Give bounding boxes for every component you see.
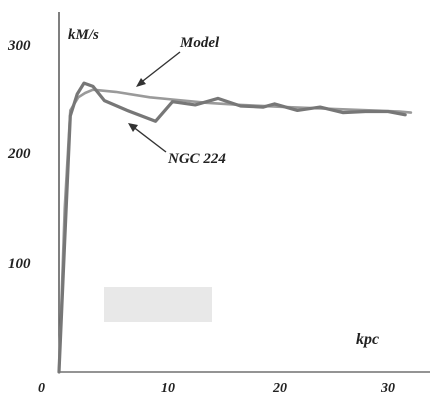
x-tick-label-30: 30 <box>380 381 395 395</box>
annotation-model-arrow <box>138 51 181 85</box>
y-tick-label-100: 100 <box>8 256 31 272</box>
annotation-ngc-224: NGC 224 <box>167 151 226 167</box>
annotation-ngc-arrow <box>131 125 167 153</box>
x-axis-label: kpc <box>356 331 379 348</box>
y-axis-label: kM/s <box>68 27 99 43</box>
annotation-model: Model <box>179 35 220 51</box>
series-line-model <box>57 88 413 374</box>
y-tick-label-200: 200 <box>7 146 31 162</box>
x-tick-label-10: 10 <box>161 381 175 395</box>
y-tick-label-300: 300 <box>7 38 31 54</box>
annotation-model-arrowhead <box>136 78 146 87</box>
annotation-ngc-arrowhead <box>128 123 138 132</box>
x-tick-label-20: 20 <box>272 381 287 395</box>
series-line-ngc-224 <box>57 81 407 374</box>
x-tick-label-0: 0 <box>38 381 45 395</box>
blank-patch <box>104 287 212 322</box>
